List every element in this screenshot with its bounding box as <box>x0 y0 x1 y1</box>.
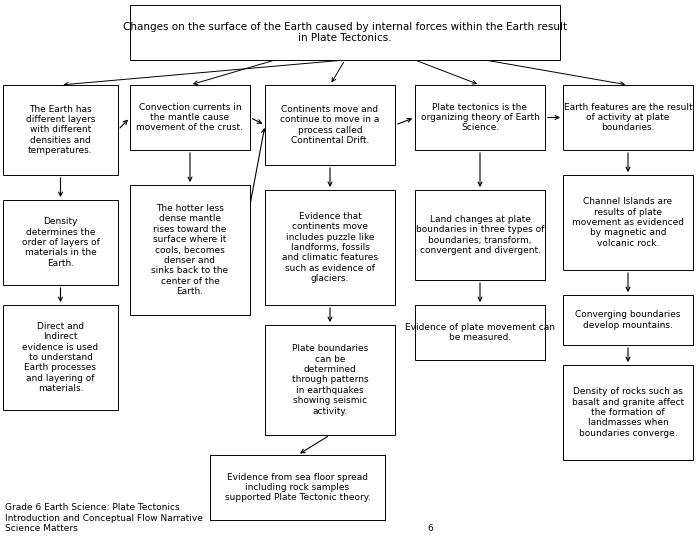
FancyBboxPatch shape <box>563 365 693 460</box>
Text: 6: 6 <box>427 524 433 533</box>
Text: The hotter less
dense mantle
rises toward the
surface where it
cools, becomes
de: The hotter less dense mantle rises towar… <box>151 204 229 296</box>
Text: Plate tectonics is the
organizing theory of Earth
Science.: Plate tectonics is the organizing theory… <box>421 103 540 133</box>
Text: Plate boundaries
can be
determined
through patterns
in earthquakes
showing seism: Plate boundaries can be determined throu… <box>292 344 368 415</box>
FancyBboxPatch shape <box>265 190 395 305</box>
FancyBboxPatch shape <box>415 85 545 150</box>
FancyBboxPatch shape <box>415 305 545 360</box>
FancyBboxPatch shape <box>3 305 118 410</box>
Text: Grade 6 Earth Science: Plate Tectonics
Introduction and Conceptual Flow Narrativ: Grade 6 Earth Science: Plate Tectonics I… <box>5 503 203 533</box>
Text: Direct and
Indirect
evidence is used
to understand
Earth processes
and layering : Direct and Indirect evidence is used to … <box>22 322 99 393</box>
Text: Changes on the surface of the Earth caused by internal forces within the Earth r: Changes on the surface of the Earth caus… <box>123 22 567 43</box>
Text: Land changes at plate
boundaries in three types of
boundaries; transform,
conver: Land changes at plate boundaries in thre… <box>416 215 544 255</box>
Text: Continents move and
continue to move in a
process called
Continental Drift.: Continents move and continue to move in … <box>280 105 379 145</box>
FancyBboxPatch shape <box>130 185 250 315</box>
Text: Channel Islands are
results of plate
movement as evidenced
by magnetic and
volca: Channel Islands are results of plate mov… <box>572 197 684 248</box>
FancyBboxPatch shape <box>210 455 385 520</box>
Text: Convection currents in
the mantle cause
movement of the crust.: Convection currents in the mantle cause … <box>136 103 244 133</box>
Text: Evidence from sea floor spread
including rock samples
supported Plate Tectonic t: Evidence from sea floor spread including… <box>225 473 370 503</box>
Text: Density
determines the
order of layers of
materials in the
Earth.: Density determines the order of layers o… <box>22 217 99 268</box>
FancyBboxPatch shape <box>3 200 118 285</box>
Text: Evidence that
continents move
includes puzzle like
landforms, fossils
and climat: Evidence that continents move includes p… <box>282 212 378 283</box>
Text: Converging boundaries
develop mountains.: Converging boundaries develop mountains. <box>575 311 680 329</box>
FancyBboxPatch shape <box>265 325 395 435</box>
Text: Evidence of plate movement can
be measured.: Evidence of plate movement can be measur… <box>405 323 555 342</box>
FancyBboxPatch shape <box>563 295 693 345</box>
FancyBboxPatch shape <box>563 175 693 270</box>
FancyBboxPatch shape <box>130 85 250 150</box>
Text: The Earth has
different layers
with different
densities and
temperatures.: The Earth has different layers with diff… <box>26 105 95 155</box>
FancyBboxPatch shape <box>563 85 693 150</box>
FancyBboxPatch shape <box>130 5 560 60</box>
Text: Density of rocks such as
basalt and granite affect
the formation of
landmasses w: Density of rocks such as basalt and gran… <box>572 387 684 438</box>
Text: Earth features are the result
of activity at plate
boundaries.: Earth features are the result of activit… <box>564 103 692 133</box>
FancyBboxPatch shape <box>265 85 395 165</box>
FancyBboxPatch shape <box>3 85 118 175</box>
FancyBboxPatch shape <box>415 190 545 280</box>
